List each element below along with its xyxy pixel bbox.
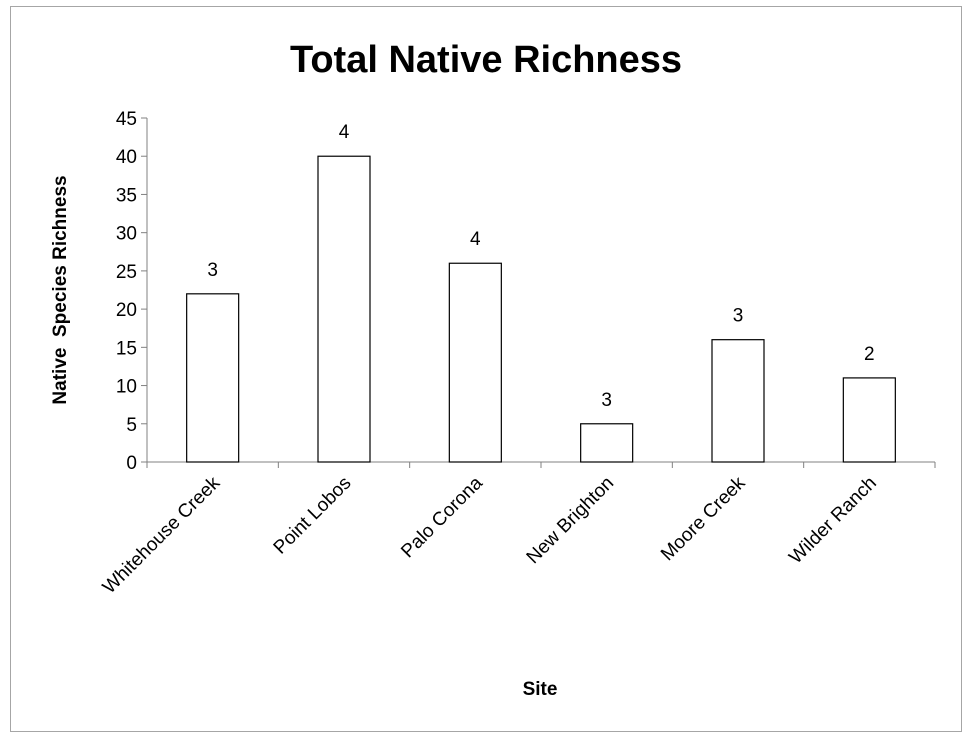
data-label: 4 [470,229,481,250]
chart-title: Total Native Richness [290,39,682,81]
data-label: 2 [864,344,875,365]
y-tick-label: 15 [116,338,137,359]
bar [448,262,502,463]
category-label: Moore Creek [657,472,750,565]
plot-area: 0 5 10 15 20 25 30 35 40 45 3 Whitehouse Creek 4 Poin… [99,109,936,598]
category-label: Whitehouse Creek [99,472,225,598]
y-axis-title: Native Species Richness [50,175,71,404]
category-label: Palo Corona [397,472,487,562]
y-tick-label: 35 [116,185,137,206]
data-label: 3 [207,260,218,281]
data-label: 3 [601,390,612,411]
bar [186,293,240,463]
category-label: Wilder Ranch [785,473,880,568]
y-tick-label: 30 [116,224,137,245]
y-tick-label: 5 [126,415,137,436]
bar [711,339,765,463]
data-label: 4 [339,122,350,143]
data-label: 3 [733,306,744,327]
category-label: Point Lobos [270,473,356,559]
y-tick-label: 20 [116,300,137,321]
category-label: New Brighton [523,473,619,569]
y-tick-label: 10 [116,377,137,398]
bar [317,155,371,463]
bar [842,377,896,463]
y-tick-label: 45 [116,109,137,130]
y-tick-label: 0 [126,453,137,474]
bar [580,423,634,463]
y-tick-label: 25 [116,262,137,283]
y-tick-label: 40 [116,147,137,168]
x-axis-title: Site [523,679,558,700]
